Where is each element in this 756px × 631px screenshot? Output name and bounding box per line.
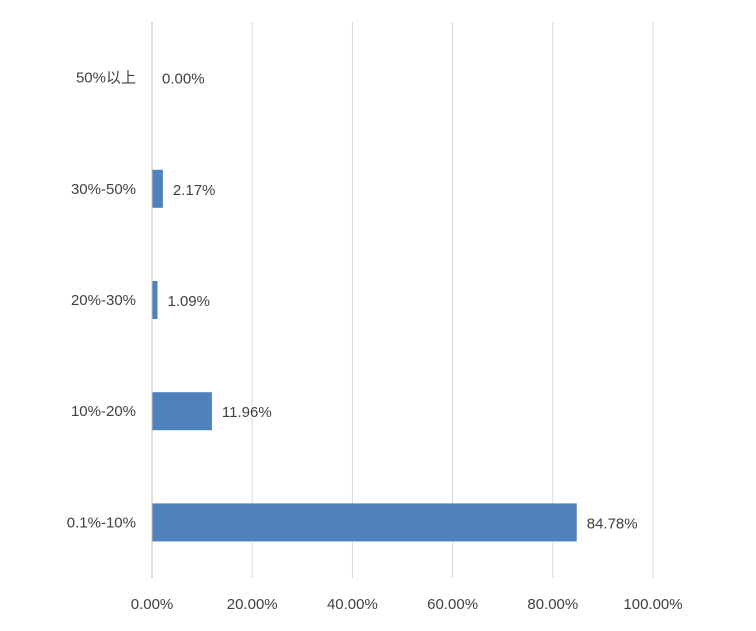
category-label: 50%以上 (76, 70, 136, 87)
bars (152, 169, 577, 542)
data-label: 11.96% (222, 404, 272, 421)
bar (152, 169, 163, 208)
category-label: 20%-30% (71, 292, 136, 309)
bar (152, 281, 158, 319)
data-label: 84.78% (587, 515, 638, 532)
x-tick-label: 20.00% (227, 596, 278, 613)
bar (152, 503, 577, 542)
x-tick-label: 40.00% (327, 596, 378, 613)
x-tick-label: 60.00% (427, 596, 478, 613)
x-tick-label: 100.00% (623, 596, 682, 613)
x-tick-label: 80.00% (527, 596, 578, 613)
labels: 0.00% 20.00% 40.00% 60.00% 80.00% 100.00% 0.1%… (67, 70, 683, 613)
category-label: 10%-20% (71, 403, 136, 420)
x-tick-label: 0.00% (131, 596, 174, 613)
gridlines (251, 22, 654, 578)
bar (152, 392, 212, 431)
data-label: 1.09% (167, 293, 210, 310)
category-label: 0.1%-10% (67, 514, 136, 531)
data-label: 2.17% (173, 182, 216, 199)
category-label: 30%-50% (71, 181, 136, 198)
data-label: 0.00% (162, 71, 205, 88)
